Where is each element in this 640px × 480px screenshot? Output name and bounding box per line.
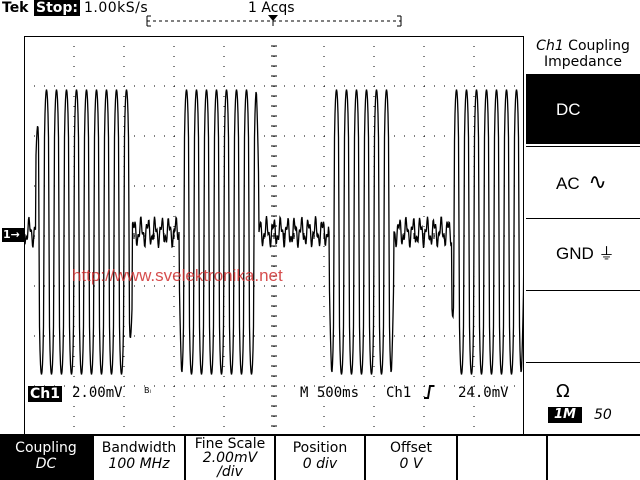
offset-menu-value: 0 V <box>399 456 423 472</box>
waveform-display <box>24 36 524 436</box>
position-menu-value: 0 div <box>302 456 338 472</box>
impedance-1m-option: 1M <box>548 407 582 423</box>
coupling-dc-button[interactable]: DC <box>526 74 640 144</box>
channel-readout-badge: Ch1 <box>28 386 62 402</box>
ground-icon: ⏚ <box>598 246 615 263</box>
bottom-menu-empty-slot-2[interactable] <box>548 436 640 480</box>
waveform-plot <box>24 36 524 436</box>
volts-per-div: 2.00mV <box>72 385 123 401</box>
fine-scale-menu-value: 2.00mV <box>202 450 258 466</box>
bandwidth-menu-value: 100 MHz <box>108 456 170 472</box>
fine-scale-menu-button[interactable]: Fine Scale 2.00mV /div <box>186 436 276 480</box>
fine-scale-menu-label: Fine Scale <box>194 436 266 452</box>
side-menu: Ch1 Coupling Impedance DC AC ∿ GND ⏚ Ω 1… <box>526 36 640 436</box>
coupling-gnd-label: GND <box>556 244 594 263</box>
channel1-waveform-trace <box>24 89 524 375</box>
impedance-button[interactable]: Ω 1M 50 <box>526 362 640 436</box>
trigger-source: Ch1 <box>386 385 412 401</box>
fine-scale-menu-unit: /div <box>217 464 243 480</box>
coupling-menu-label: Coupling <box>15 440 77 456</box>
bandwidth-menu-label: Bandwidth <box>101 440 177 456</box>
offset-menu-label: Offset <box>389 440 433 456</box>
watermark-text: http://www.svelektronika.net <box>72 266 283 285</box>
bottom-menu: Coupling DC Bandwidth 100 MHz Fine Scale… <box>0 434 640 480</box>
position-menu-label: Position <box>292 440 348 456</box>
side-title-line2: Impedance <box>544 54 622 70</box>
channel1-ground-marker[interactable]: 1→ <box>2 228 24 242</box>
trigger-slope-icon <box>422 384 436 404</box>
brand-label: Tek <box>2 0 29 16</box>
bottom-menu-empty-slot-1[interactable] <box>458 436 548 480</box>
bandwidth-limit-icon: Bₗ <box>144 386 151 395</box>
ac-wave-icon: ∿ <box>588 169 607 194</box>
ohm-icon: Ω <box>556 381 570 402</box>
offset-menu-button[interactable]: Offset 0 V <box>366 436 458 480</box>
record-length-bracket <box>146 15 402 27</box>
position-menu-button[interactable]: Position 0 div <box>276 436 366 480</box>
coupling-gnd-button[interactable]: GND ⏚ <box>526 218 640 288</box>
side-title-channel: Ch1 <box>536 38 564 54</box>
coupling-dc-label: DC <box>556 100 581 119</box>
run-state-badge: Stop: <box>34 0 81 16</box>
side-menu-title: Ch1 Coupling Impedance <box>526 36 640 74</box>
impedance-50-option: 50 <box>594 407 612 423</box>
status-bar: Tek Stop: 1.00kS/s 1 Acqs <box>0 0 640 34</box>
bandwidth-menu-button[interactable]: Bandwidth 100 MHz <box>94 436 186 480</box>
coupling-menu-button[interactable]: Coupling DC <box>0 436 94 480</box>
coupling-ac-button[interactable]: AC ∿ <box>526 146 640 216</box>
trigger-level: 24.0mV <box>458 385 509 401</box>
side-menu-empty-slot[interactable] <box>526 290 640 360</box>
side-title-rest: Coupling <box>563 38 630 54</box>
acquisition-count: 1 Acqs <box>248 0 295 16</box>
coupling-ac-label: AC <box>556 174 580 193</box>
timebase-readout: M 500ms <box>300 385 360 401</box>
coupling-menu-value: DC <box>35 456 57 472</box>
sample-rate: 1.00kS/s <box>84 0 149 16</box>
